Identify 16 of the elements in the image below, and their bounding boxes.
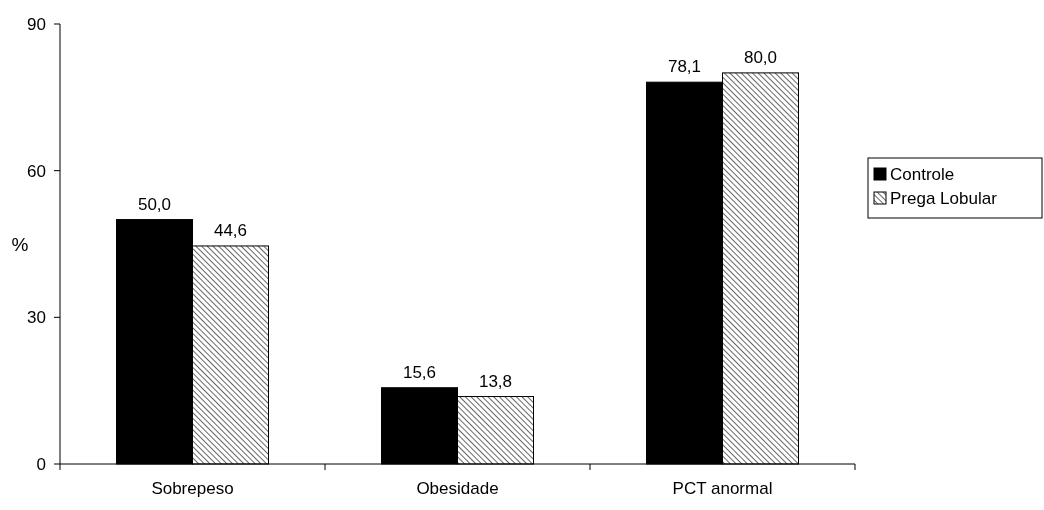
data-label: 44,6: [213, 220, 248, 240]
data-label: 50,0: [137, 194, 172, 214]
x-tick-label: Sobrepeso: [151, 479, 234, 498]
x-tick-label: PCT anormal: [672, 479, 773, 498]
data-label: 80,0: [743, 47, 778, 67]
y-axis-title: %: [11, 233, 29, 255]
y-tick-label: 90: [27, 14, 46, 34]
y-tick-label: 60: [27, 161, 46, 181]
y-tick-label: 30: [27, 308, 46, 328]
y-tick-label: 0: [36, 454, 46, 474]
data-label: 15,6: [402, 362, 437, 382]
x-tick-label: Obesidade: [416, 479, 499, 498]
legend-label: Prega Lobular: [890, 188, 998, 208]
legend-label: Controle: [890, 164, 955, 184]
data-label: 78,1: [667, 57, 702, 77]
data-label: 13,8: [478, 371, 513, 391]
